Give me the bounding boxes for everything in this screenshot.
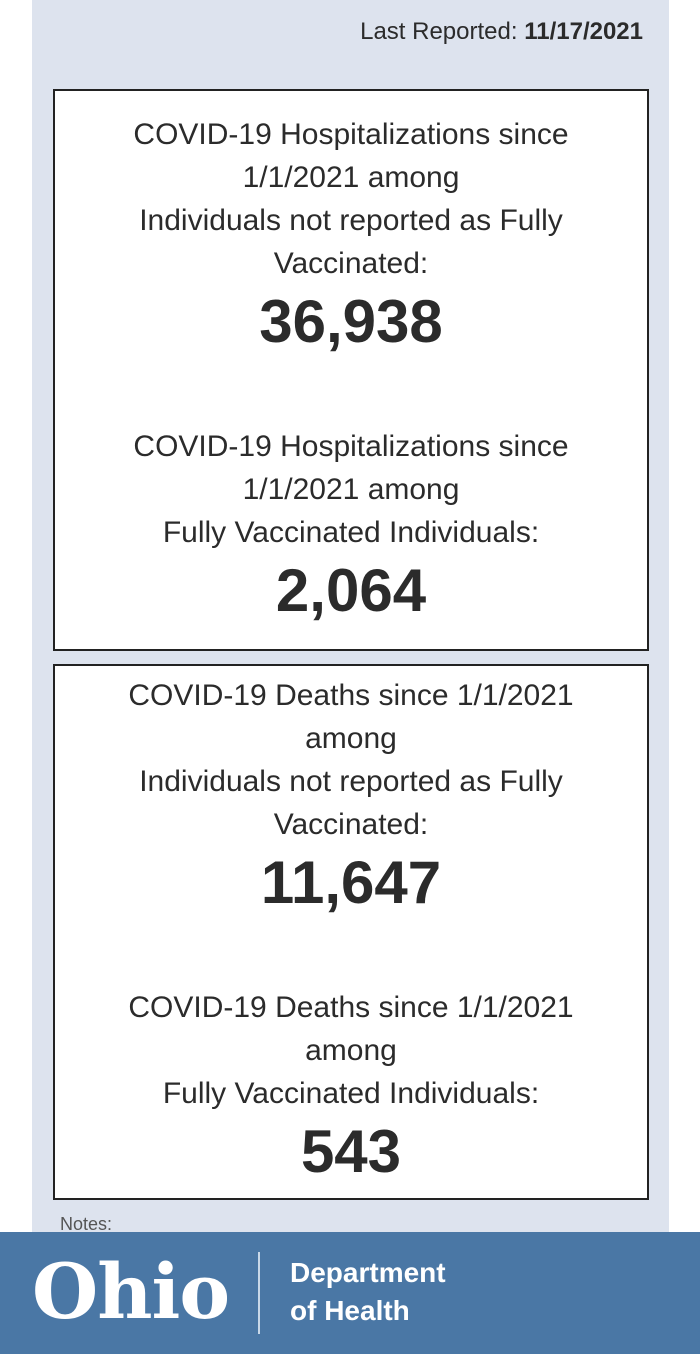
last-reported-date: 11/17/2021 xyxy=(524,18,643,45)
label-line: COVID-19 Hospitalizations since xyxy=(133,430,569,463)
stat-value: 36,938 xyxy=(259,288,443,355)
label-line: Individuals not reported as Fully xyxy=(139,204,563,237)
stat-label: COVID-19 Hospitalizations since 1/1/2021… xyxy=(81,113,621,285)
hosp-not-fully-vaccinated-stat: COVID-19 Hospitalizations since 1/1/2021… xyxy=(55,113,647,357)
label-line: 1/1/2021 among xyxy=(242,161,460,194)
label-line: COVID-19 Deaths since 1/1/2021 xyxy=(128,679,574,712)
label-line: Vaccinated: xyxy=(273,247,429,280)
notes-label: Notes: xyxy=(60,1214,113,1234)
stat-label: COVID-19 Deaths since 1/1/2021 among Ful… xyxy=(81,986,621,1115)
stat-value: 11,647 xyxy=(260,849,442,916)
stat-value: 543 xyxy=(300,1118,402,1185)
label-line: Fully Vaccinated Individuals: xyxy=(162,1077,540,1110)
department-line: of Health xyxy=(290,1295,410,1326)
stat-label: COVID-19 Deaths since 1/1/2021 among Ind… xyxy=(81,674,621,846)
department-name: Department of Health xyxy=(290,1254,446,1330)
label-line: among xyxy=(305,722,397,755)
deaths-fully-vaccinated-stat: COVID-19 Deaths since 1/1/2021 among Ful… xyxy=(55,986,647,1187)
last-reported: Last Reported: 11/17/2021 xyxy=(360,18,643,46)
hosp-fully-vaccinated-stat: COVID-19 Hospitalizations since 1/1/2021… xyxy=(55,425,647,626)
footer-divider xyxy=(258,1252,260,1334)
stat-value: 2,064 xyxy=(275,557,427,624)
hospitalizations-card: COVID-19 Hospitalizations since 1/1/2021… xyxy=(53,89,649,651)
deaths-not-fully-vaccinated-stat: COVID-19 Deaths since 1/1/2021 among Ind… xyxy=(55,674,647,918)
label-line: 1/1/2021 among xyxy=(242,473,460,506)
stat-label: COVID-19 Hospitalizations since 1/1/2021… xyxy=(81,425,621,554)
label-line: Fully Vaccinated Individuals: xyxy=(162,516,540,549)
label-line: among xyxy=(305,1034,397,1067)
department-line: Department xyxy=(290,1257,446,1288)
label-line: COVID-19 Deaths since 1/1/2021 xyxy=(128,991,574,1024)
deaths-card: COVID-19 Deaths since 1/1/2021 among Ind… xyxy=(53,664,649,1200)
last-reported-label: Last Reported: xyxy=(360,18,518,45)
ohio-logo: Ohio xyxy=(32,1247,230,1336)
label-line: Vaccinated: xyxy=(273,808,429,841)
label-line: Individuals not reported as Fully xyxy=(139,765,563,798)
ohio-health-footer: Ohio Department of Health xyxy=(0,1232,700,1354)
label-line: COVID-19 Hospitalizations since xyxy=(133,118,569,151)
